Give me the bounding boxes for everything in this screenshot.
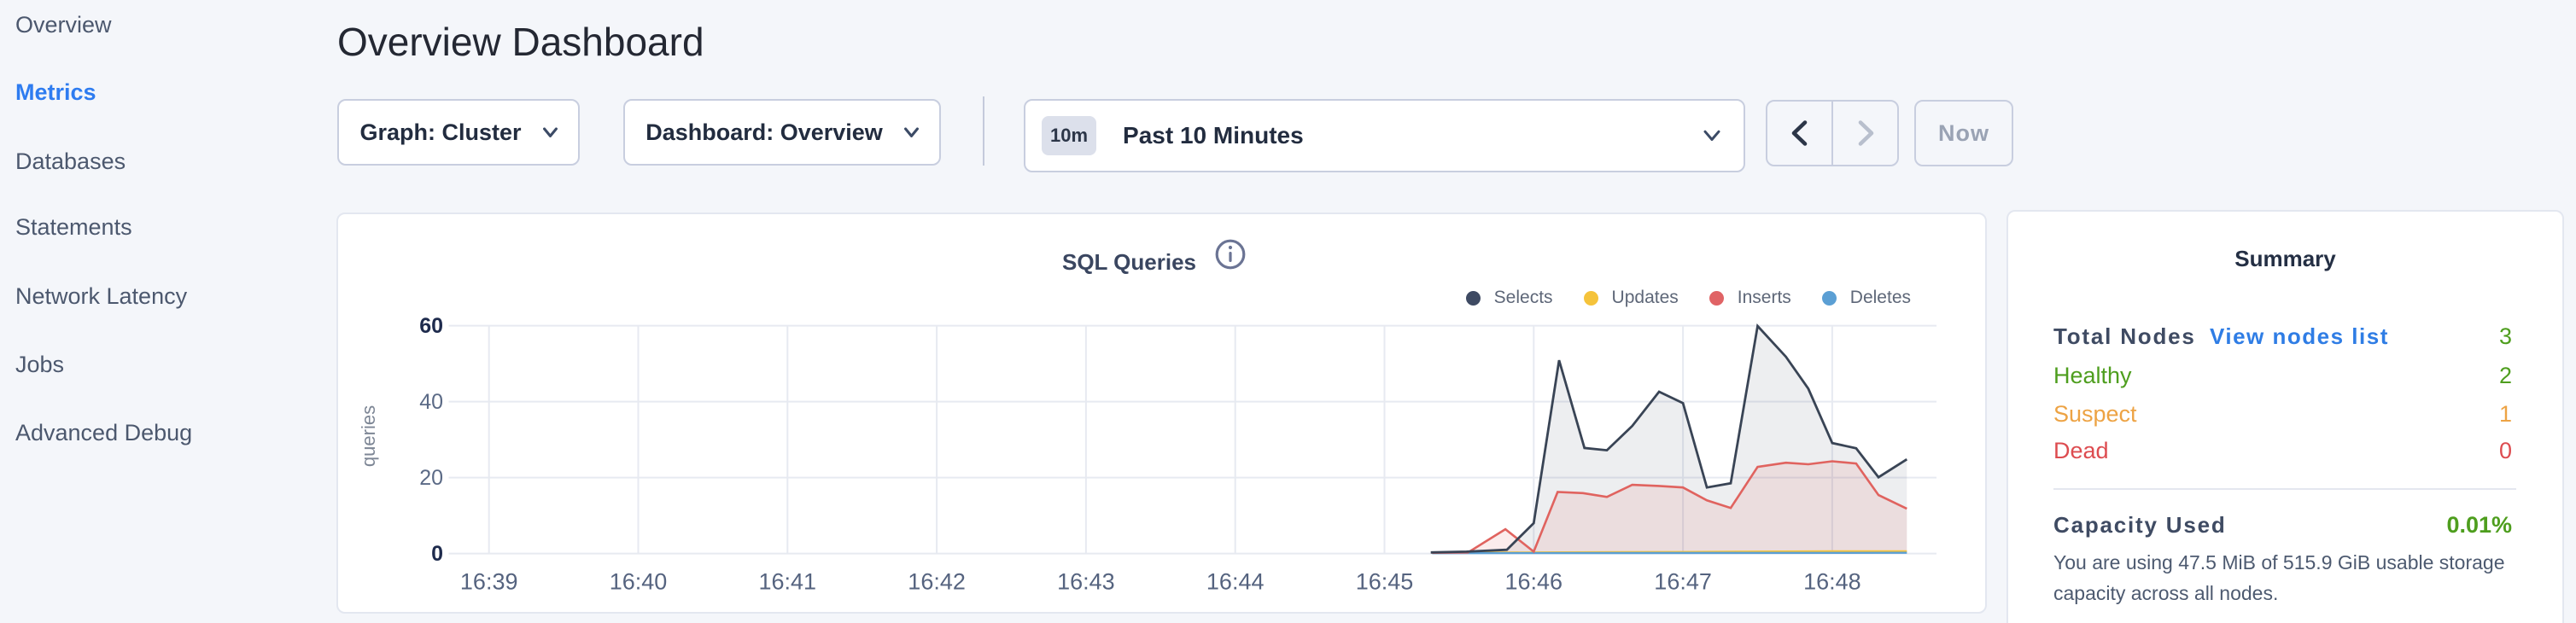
svg-text:16:47: 16:47 (1654, 569, 1712, 595)
svg-text:16:48: 16:48 (1803, 569, 1861, 595)
svg-text:60: 60 (419, 316, 443, 338)
svg-text:16:39: 16:39 (460, 569, 518, 595)
svg-text:16:46: 16:46 (1505, 569, 1563, 595)
svg-text:16:44: 16:44 (1206, 569, 1265, 595)
svg-text:16:41: 16:41 (759, 569, 817, 595)
svg-text:16:42: 16:42 (908, 569, 966, 595)
svg-text:16:43: 16:43 (1057, 569, 1115, 595)
svg-text:0: 0 (431, 542, 443, 566)
svg-text:20: 20 (419, 466, 443, 490)
svg-text:16:45: 16:45 (1356, 569, 1414, 595)
svg-text:40: 40 (419, 390, 443, 414)
svg-text:16:40: 16:40 (610, 569, 668, 595)
svg-text:queries: queries (359, 405, 379, 467)
